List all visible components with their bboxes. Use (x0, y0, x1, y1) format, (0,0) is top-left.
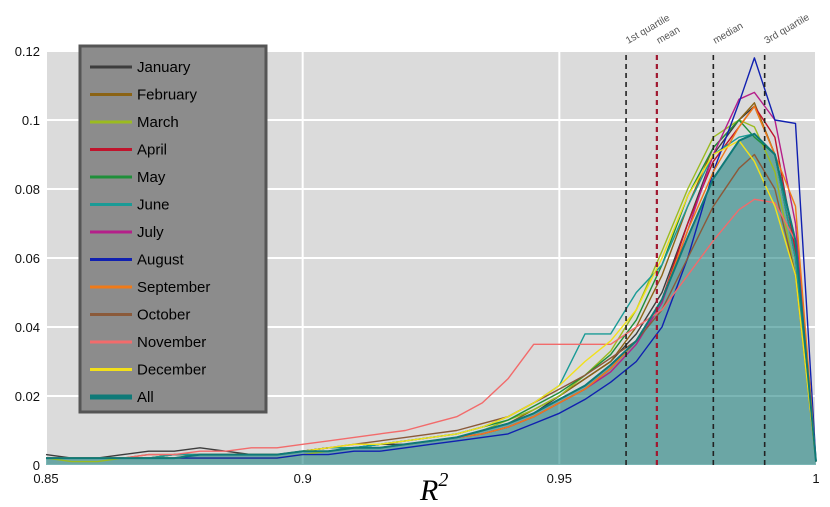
x-axis-label-base: R (419, 474, 438, 507)
all-area (46, 133, 816, 466)
legend-label-july: July (137, 224, 164, 241)
legend-label-may: May (137, 169, 166, 186)
legend-label-june: June (137, 197, 170, 214)
vline-label-3rd-quartile: 3rd quartile (763, 12, 812, 47)
y-tick-labels: 0 0.02 0.04 0.06 0.08 0.1 0.12 (15, 44, 40, 473)
series-lines (45, 57, 817, 463)
legend-label-september: September (137, 279, 210, 296)
legend-label-april: April (137, 142, 167, 159)
y-tick-label: 0.1 (22, 113, 40, 128)
y-tick-label: 0.02 (15, 389, 40, 404)
y-tick-label: 0.04 (15, 320, 40, 335)
legend: January February March April May June July Augu… (78, 44, 268, 414)
vline-label-median: median (711, 21, 745, 47)
x-tick-label: 0.9 (294, 471, 312, 486)
y-tick-label: 0.06 (15, 251, 40, 266)
x-axis-label: R2 (419, 469, 448, 507)
legend-label-march: March (137, 114, 179, 131)
legend-label-november: November (137, 334, 206, 351)
legend-label-october: October (137, 307, 190, 324)
y-tick-label: 0.08 (15, 182, 40, 197)
y-tick-label: 0 (33, 458, 40, 473)
series-line-all (46, 132, 817, 462)
series-line-november (46, 198, 817, 462)
y-tick-label: 0.12 (15, 44, 40, 59)
x-tick-labels: 0.85 0.9 0.95 1 (33, 471, 819, 486)
legend-label-august: August (137, 252, 185, 269)
x-axis-label-superscript: 2 (438, 469, 448, 491)
legend-label-all: All (137, 389, 154, 406)
x-tick-label: 1 (812, 471, 819, 486)
x-tick-label: 0.85 (33, 471, 58, 486)
legend-box (78, 44, 268, 414)
x-tick-label: 0.95 (547, 471, 572, 486)
all-area-fill (46, 133, 816, 466)
legend-label-february: February (137, 87, 198, 104)
legend-label-december: December (137, 362, 206, 379)
legend-label-january: January (137, 59, 191, 76)
